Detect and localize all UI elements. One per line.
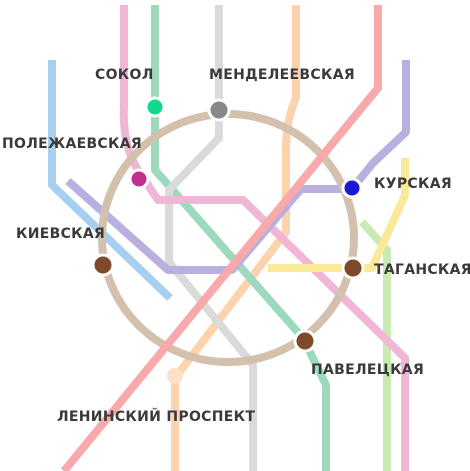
kievskaya-station-dot[interactable] <box>91 253 115 277</box>
mendeleevskaya-label: МЕНДЕЛЕЕВСКАЯ <box>209 67 355 83</box>
taganskaya-station-dot[interactable] <box>341 256 365 280</box>
kurskaya-label: КУРСКАЯ <box>374 176 452 192</box>
taganskaya-label: ТАГАНСКАЯ <box>374 262 470 278</box>
yellow-line <box>268 158 409 272</box>
leninsky-prospekt-label: ЛЕНИНСКИЙ ПРОСПЕКТ <box>57 409 256 425</box>
kurskaya-station-dot[interactable] <box>341 177 363 199</box>
paveletskaya-station-dot[interactable] <box>293 329 317 353</box>
mendeleevskaya-station-dot[interactable] <box>207 98 231 122</box>
polezhaevskaya-station-dot[interactable] <box>128 168 150 190</box>
paveletskaya-label: ПАВЕЛЕЦКАЯ <box>311 362 425 378</box>
pink-line <box>119 5 409 471</box>
kievskaya-label: КИЕВСКАЯ <box>16 226 106 242</box>
blue-line <box>48 60 173 301</box>
purple-line <box>65 60 410 274</box>
leninsky-prospekt-station-dot[interactable] <box>167 368 183 384</box>
sokol-station-dot[interactable] <box>144 96 166 118</box>
lime-line <box>359 219 391 471</box>
polezhaevskaya-label: ПОЛЕЖАЕВСКАЯ <box>2 136 142 152</box>
sokol-label: СОКОЛ <box>95 67 154 83</box>
red-line <box>60 5 382 471</box>
